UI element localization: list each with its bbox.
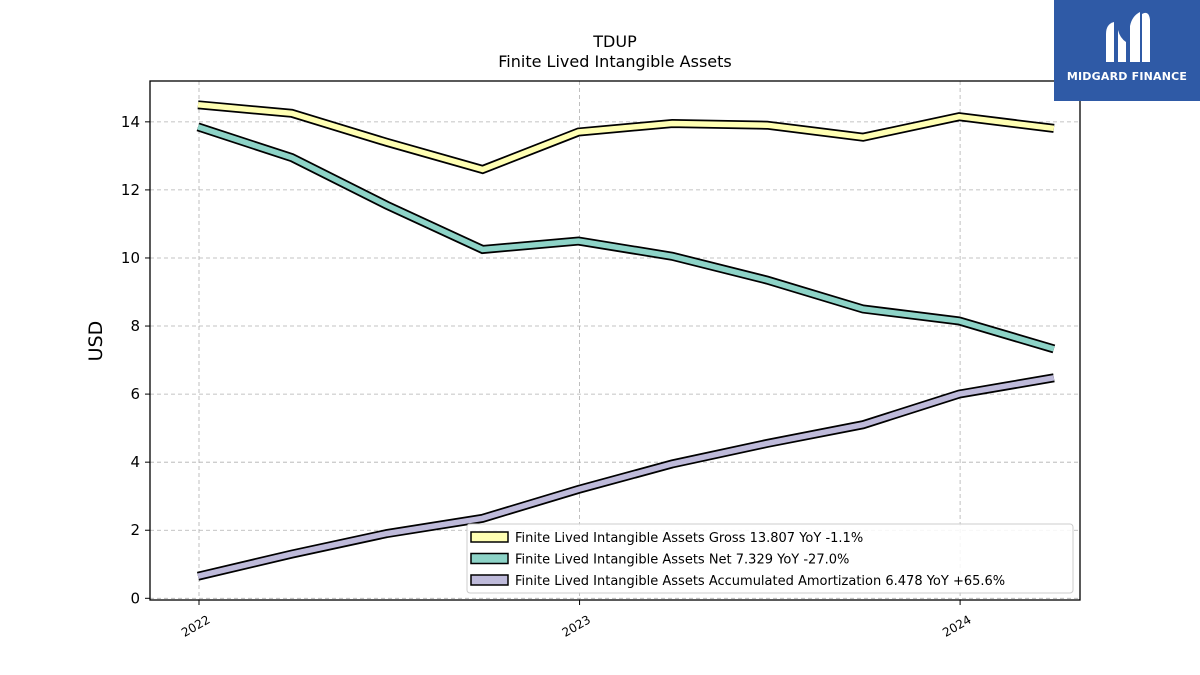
chart-title: TDUP <box>592 32 637 51</box>
y-axis-label: USD <box>85 321 107 362</box>
legend: Finite Lived Intangible Assets Gross 13.… <box>466 523 1074 594</box>
legend-label: Finite Lived Intangible Assets Net 7.329… <box>515 553 849 568</box>
series-line <box>197 102 1055 173</box>
series-line <box>197 124 1055 352</box>
series-line-outline <box>197 100 1055 175</box>
legend-swatch <box>470 574 509 586</box>
series-1 <box>196 122 1056 354</box>
y-tick-label: 6 <box>130 385 140 403</box>
legend-swatch <box>470 552 509 565</box>
legend-label: Finite Lived Intangible Assets Gross 13.… <box>515 531 863 546</box>
series-lines <box>196 100 1056 581</box>
x-tick-label: 2022 <box>179 612 212 639</box>
y-tick-label: 10 <box>121 249 140 267</box>
midgard-finance-logo: MIDGARD FINANCE <box>1054 0 1200 101</box>
series-line <box>197 375 1055 579</box>
x-tick-label: 2024 <box>940 612 973 639</box>
x-tick-label: 2023 <box>560 612 593 639</box>
y-tick-label: 12 <box>121 181 140 199</box>
y-tick-label: 2 <box>130 521 140 539</box>
y-tick-label: 4 <box>130 453 140 471</box>
logo-text: MIDGARD FINANCE <box>1066 70 1188 83</box>
legend-swatch <box>470 531 509 543</box>
legend-box <box>466 523 1074 594</box>
plot-frame <box>149 80 1081 601</box>
series-2 <box>196 373 1055 581</box>
y-tick-label: 14 <box>121 113 140 131</box>
chart-subtitle: Finite Lived Intangible Assets <box>498 52 731 71</box>
series-0 <box>197 100 1055 175</box>
logo-mark-icon <box>1106 12 1150 62</box>
legend-label: Finite Lived Intangible Assets Accumulat… <box>515 574 1005 589</box>
y-tick-label: 8 <box>130 317 140 335</box>
y-tick-label: 0 <box>130 589 140 607</box>
